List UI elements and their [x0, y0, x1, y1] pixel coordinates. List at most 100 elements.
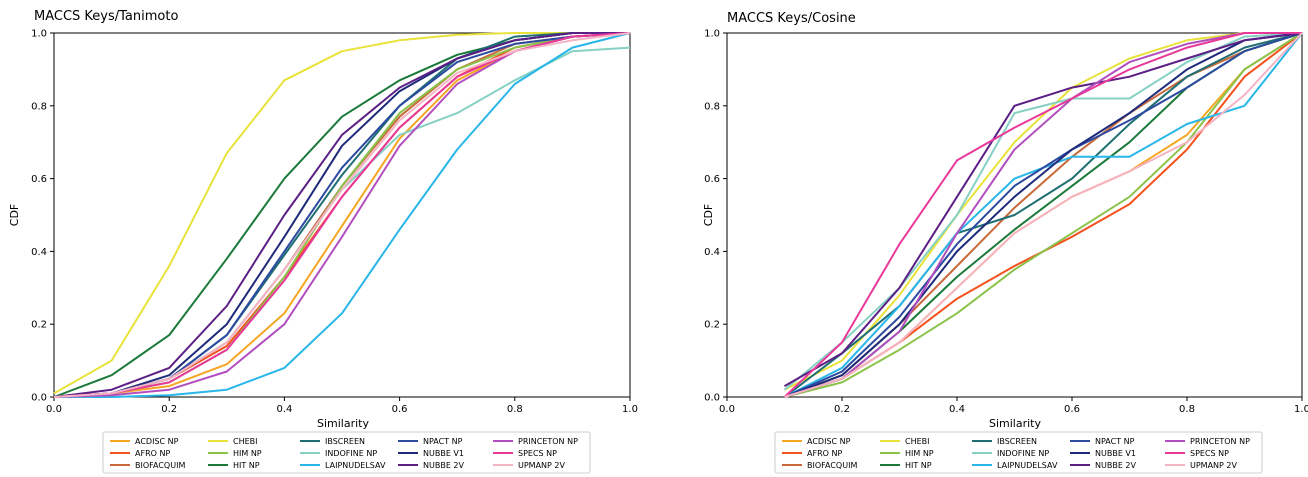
- legend-label: UPMANP 2V: [518, 461, 565, 470]
- series-line-nubbe-v1: [53, 32, 630, 398]
- legend-item-specs-np: SPECS NP: [1165, 449, 1229, 458]
- legend-label: LAIPNUDELSAV: [325, 461, 386, 470]
- y-tick-label: 0.0: [704, 393, 720, 404]
- legend-item-afro-np: AFRO NP: [782, 449, 842, 458]
- x-axis-label-cosine: Similarity: [989, 417, 1041, 430]
- series-line-npact-np: [53, 32, 631, 398]
- plot-tanimoto: 0.0 0.2 0.4 0.6 0.8 1.0 0.0 0.2 0.4 0.6 0.8 1.0: [31, 29, 638, 416]
- legend-item-biofacquim: BIOFACQUIM: [110, 461, 185, 470]
- legend-label: NPACT NP: [1095, 437, 1135, 446]
- legend-label: ACDISC NP: [807, 437, 851, 446]
- legend-label: AFRO NP: [135, 449, 170, 458]
- legend-item-ibscreen: IBSCREEN: [300, 437, 365, 446]
- series-line-princeton-np: [784, 32, 1302, 398]
- legend-label: UPMANP 2V: [1190, 461, 1237, 470]
- legend-item-nubbe-v1: NUBBE V1: [398, 449, 464, 458]
- series-line-upmanp-2v: [784, 32, 1303, 398]
- plot-cosine: 0.0 0.2 0.4 0.6 0.8 1.0 0.0 0.2 0.4 0.6 0.8 1.0: [704, 29, 1308, 416]
- y-tick-label: 0.4: [704, 247, 720, 258]
- y-tick-label: 0.2: [704, 320, 720, 331]
- legend-item-upmanp-2v: UPMANP 2V: [493, 461, 565, 470]
- legend-item-indofine-np: INDOFINE NP: [300, 449, 377, 458]
- legend-tanimoto: ACDISC NP AFRO NP BIOFACQUIM CHEBI HIM NP HIT…: [102, 431, 591, 474]
- legend-label: HIM NP: [905, 449, 934, 458]
- legend-item-upmanp-2v: UPMANP 2V: [1165, 461, 1237, 470]
- legend-label: NUBBE V1: [423, 449, 464, 458]
- chart-title-cosine: MACCS Keys/Cosine: [727, 11, 856, 26]
- legend-item-ibscreen: IBSCREEN: [972, 437, 1037, 446]
- legend-item-npact-np: NPACT NP: [398, 437, 463, 446]
- legend-label: ACDISC NP: [135, 437, 179, 446]
- legend-label: NPACT NP: [423, 437, 463, 446]
- series-line-nubbe-2v: [784, 32, 1303, 387]
- legend-box: [102, 431, 591, 474]
- legend-label: CHEBI: [905, 437, 930, 446]
- series-line-laipnudelsav: [54, 32, 631, 398]
- series-line-hit-np: [53, 32, 630, 398]
- legend-label: SPECS NP: [518, 449, 557, 458]
- legend-item-princeton-np: PRINCETON NP: [1165, 437, 1250, 446]
- legend-label: CHEBI: [233, 437, 258, 446]
- legend-label: AFRO NP: [807, 449, 842, 458]
- legend-label: PRINCETON NP: [1190, 437, 1250, 446]
- series-line-ibscreen: [53, 32, 630, 398]
- legend-item-afro-np: AFRO NP: [110, 449, 170, 458]
- legend-item-nubbe-v1: NUBBE V1: [1070, 449, 1136, 458]
- series-line-biofacquim: [53, 32, 631, 398]
- x-axis-label-tanimoto: Similarity: [317, 417, 369, 430]
- y-tick-label: 0.0: [31, 393, 47, 404]
- y-tick-label: 0.8: [31, 101, 47, 112]
- series-line-acdisc-np: [53, 32, 631, 398]
- legend-item-hit-np: HIT NP: [880, 461, 932, 470]
- legend-item-hit-np: HIT NP: [208, 461, 260, 470]
- legend-box: [774, 431, 1263, 474]
- x-tick-label: 1.0: [622, 404, 638, 415]
- series-line-upmanp-2v: [53, 32, 631, 398]
- series-line-nubbe-v1: [784, 32, 1303, 398]
- series-line-chebi: [53, 32, 630, 395]
- x-tick-label: 1.0: [1294, 404, 1308, 415]
- legend-item-princeton-np: PRINCETON NP: [493, 437, 578, 446]
- legend-item-biofacquim: BIOFACQUIM: [782, 461, 857, 470]
- legend-item-indofine-np: INDOFINE NP: [972, 449, 1049, 458]
- x-tick-label: 0.8: [1179, 404, 1195, 415]
- series-line-princeton-np: [53, 32, 631, 398]
- series-line-specs-np: [53, 32, 631, 398]
- legend-item-laipnudelsav: LAIPNUDELSAV: [300, 461, 386, 470]
- series-line-npact-np: [784, 32, 1303, 398]
- legend-label: NUBBE V1: [1095, 449, 1136, 458]
- x-tick-label: 0.0: [46, 404, 62, 415]
- x-tick-label: 0.4: [949, 404, 965, 415]
- legend-label: HIT NP: [233, 461, 260, 470]
- series-line-him-np: [784, 32, 1303, 398]
- legend-label: HIM NP: [233, 449, 262, 458]
- legend-item-acdisc-np: ACDISC NP: [782, 437, 851, 446]
- y-axis-label-cosine: CDF: [702, 204, 715, 226]
- legend-item-chebi: CHEBI: [880, 437, 930, 446]
- legend-label: INDOFINE NP: [325, 449, 377, 458]
- x-tick-label: 0.6: [392, 404, 408, 415]
- legend-item-nubbe-2v: NUBBE 2V: [1070, 461, 1137, 470]
- legend-label: NUBBE 2V: [423, 461, 465, 470]
- chart-title-tanimoto: MACCS Keys/Tanimoto: [34, 9, 178, 24]
- legend-item-laipnudelsav: LAIPNUDELSAV: [972, 461, 1058, 470]
- legend-item-acdisc-np: ACDISC NP: [110, 437, 179, 446]
- series-line-him-np: [53, 32, 631, 398]
- legend-label: IBSCREEN: [997, 437, 1037, 446]
- y-tick-label: 0.2: [31, 320, 47, 331]
- series-line-indofine-np: [53, 46, 631, 398]
- x-tick-label: 0.8: [507, 404, 523, 415]
- legend-label: INDOFINE NP: [997, 449, 1049, 458]
- legend-item-him-np: HIM NP: [208, 449, 262, 458]
- y-tick-label: 1.0: [31, 29, 47, 40]
- y-tick-label: 0.6: [704, 174, 720, 185]
- x-tick-label: 0.0: [719, 404, 735, 415]
- legend-item-him-np: HIM NP: [880, 449, 934, 458]
- legend-label: HIT NP: [905, 461, 932, 470]
- legend-label: IBSCREEN: [325, 437, 365, 446]
- legend-label: LAIPNUDELSAV: [997, 461, 1058, 470]
- legend-item-npact-np: NPACT NP: [1070, 437, 1135, 446]
- series-line-ibscreen: [783, 32, 1303, 398]
- axes-frame: [726, 32, 1303, 398]
